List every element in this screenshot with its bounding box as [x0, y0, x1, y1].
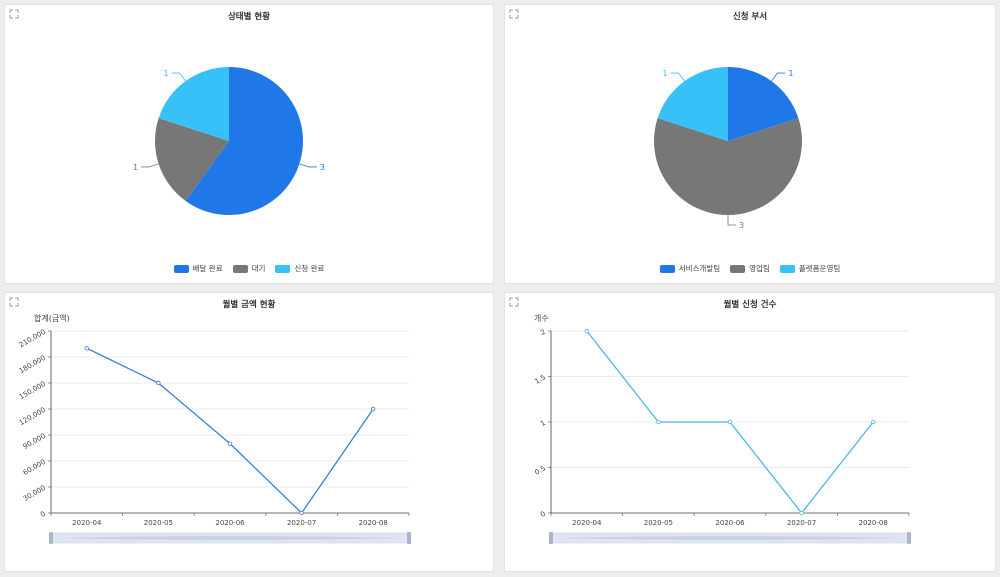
- department-legend: 서비스개발팀 영업팀 플랫폼운영팀: [505, 263, 995, 274]
- legend-swatch: [730, 264, 746, 273]
- range-slider-handle-left[interactable]: [549, 532, 553, 544]
- pie-label-line: [771, 72, 786, 82]
- legend-label: 신청 완료: [294, 264, 325, 273]
- pie-value-label: 3: [320, 163, 325, 172]
- x-tick-label: 2020-07: [787, 519, 816, 527]
- status-pie-chart: 3 1 1: [133, 67, 325, 216]
- y-axis-unit: 합계(금액): [34, 314, 70, 323]
- legend-label: 서비스개발팀: [678, 264, 721, 273]
- legend-label: 대기: [251, 264, 266, 273]
- data-point[interactable]: [727, 419, 733, 425]
- range-slider-handle-right[interactable]: [407, 532, 411, 544]
- x-tick-label: 2020-06: [215, 519, 245, 527]
- pie-label-line: [299, 163, 317, 168]
- expand-icon[interactable]: [9, 9, 19, 19]
- x-tick-label: 2020-08: [859, 519, 888, 527]
- x-tick-label: 2020-06: [715, 519, 745, 527]
- x-tick-label: 2020-04: [572, 519, 602, 527]
- legend-swatch: [173, 264, 189, 273]
- data-point[interactable]: [584, 328, 589, 334]
- legend-label: 영업팀: [749, 264, 770, 273]
- monthly-count-line-chart: 0 0.5 1 1.5 2 2020-04 2020-05 2020-06 2020-07 202…: [533, 328, 911, 544]
- pie-value-label: 1: [133, 163, 138, 172]
- range-slider-preview: [555, 536, 905, 540]
- legend-item[interactable]: 대기: [232, 263, 266, 274]
- x-tick-label: 2020-05: [644, 519, 673, 527]
- data-point[interactable]: [656, 419, 661, 425]
- pie-slice[interactable]: [728, 67, 799, 141]
- department-pie-chart: 1 3 1: [654, 67, 802, 230]
- y-tick-label: 1.5: [533, 373, 547, 385]
- panel-title: 월별 금액 현황: [222, 300, 276, 310]
- data-point[interactable]: [371, 406, 376, 412]
- expand-icon[interactable]: [509, 297, 519, 307]
- y-tick-label: 0: [539, 510, 547, 519]
- data-point[interactable]: [227, 441, 233, 446]
- pie-value-label: 3: [739, 221, 744, 230]
- y-tick-label: 2: [539, 328, 547, 337]
- department-chart-panel: 신청 부서 1 3 1 서비스개발팀 영업팀 플랫폼운영팀: [504, 4, 996, 284]
- pie-value-label: 1: [663, 69, 668, 78]
- legend-item[interactable]: 배달 완료: [173, 263, 223, 274]
- range-slider-handle-right[interactable]: [907, 532, 911, 544]
- legend-swatch: [779, 264, 795, 273]
- pie-slice[interactable]: [158, 67, 229, 141]
- y-tick-label: 1: [539, 419, 547, 428]
- monthly-amount-line-chart: 0 30,000 60,000 90,000 120,000 150,000 180,000…: [18, 328, 411, 544]
- legend-item[interactable]: 신청 완료: [275, 263, 324, 274]
- data-point[interactable]: [84, 346, 89, 351]
- data-point[interactable]: [799, 510, 804, 516]
- pie-value-label: 1: [164, 69, 169, 78]
- legend-item[interactable]: 영업팀: [730, 263, 770, 274]
- x-tick-label: 2020-07: [287, 519, 316, 527]
- data-point[interactable]: [871, 419, 876, 425]
- legend-label: 배달 완료: [192, 264, 223, 273]
- pie-label-line: [727, 215, 736, 226]
- pie-slice[interactable]: [654, 118, 802, 215]
- y-tick-label: 30,000: [22, 484, 47, 503]
- monthly-count-panel: 월별 신청 건수 개수 0 0.5 1 1.5 2 2020-04 2020-05 2020-…: [504, 292, 996, 572]
- x-tick-label: 2020-04: [72, 519, 102, 527]
- range-slider-preview: [55, 536, 405, 540]
- pie-value-label: 1: [788, 69, 793, 78]
- pie-slice[interactable]: [657, 67, 728, 141]
- legend-swatch: [659, 264, 675, 273]
- legend-label: 플랫폼운영팀: [798, 264, 841, 273]
- status-chart-panel: 상태별 현황 3 1 1 배달 완료 대기 신청 완료: [4, 4, 494, 284]
- y-tick-label: 0: [39, 510, 47, 519]
- pie-label-line: [670, 72, 685, 82]
- y-tick-label: 60,000: [22, 458, 47, 477]
- pie-label-line: [141, 163, 159, 168]
- status-legend: 배달 완료 대기 신청 완료: [5, 263, 493, 274]
- x-tick-label: 2020-05: [144, 519, 173, 527]
- y-tick-label: 150,000: [18, 380, 47, 401]
- panel-title: 월별 신청 건수: [723, 300, 777, 310]
- y-tick-label: 0.5: [533, 464, 547, 476]
- data-point[interactable]: [156, 380, 161, 386]
- panel-title: 신청 부서: [732, 12, 768, 22]
- range-slider-handle-left[interactable]: [49, 532, 53, 544]
- pie-slice[interactable]: [154, 118, 229, 201]
- y-axis-unit: 개수: [534, 314, 549, 323]
- legend-swatch: [232, 264, 248, 273]
- y-tick-label: 90,000: [22, 432, 47, 451]
- panel-title: 상태별 현황: [227, 12, 271, 22]
- expand-icon[interactable]: [9, 297, 19, 307]
- y-tick-label: 120,000: [18, 406, 47, 427]
- monthly-amount-panel: 월별 금액 현황 합계(금액) 0 30,000 60,000 90,000 120,0…: [4, 292, 494, 572]
- legend-item[interactable]: 서비스개발팀: [659, 263, 721, 274]
- y-tick-label: 210,000: [18, 328, 47, 349]
- legend-swatch: [275, 264, 291, 273]
- data-point[interactable]: [299, 510, 304, 516]
- legend-item[interactable]: 플랫폼운영팀: [779, 263, 841, 274]
- series-line: [86, 347, 374, 515]
- pie-label-line: [171, 72, 186, 82]
- y-tick-label: 180,000: [18, 354, 47, 375]
- expand-icon[interactable]: [509, 9, 519, 19]
- pie-slice[interactable]: [185, 67, 304, 216]
- x-tick-label: 2020-08: [359, 519, 388, 527]
